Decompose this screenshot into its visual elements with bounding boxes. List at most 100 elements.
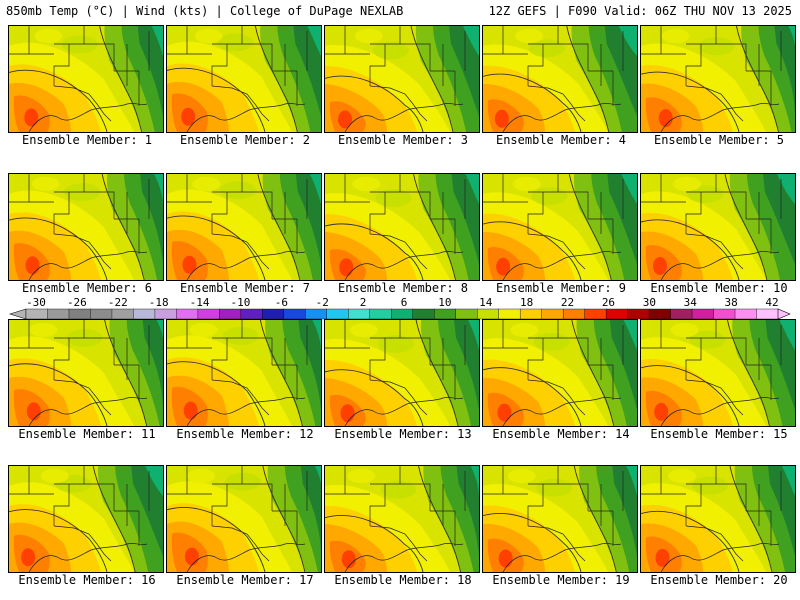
temperature-map	[8, 25, 164, 133]
ensemble-panel: Ensemble Member: 19	[482, 465, 640, 595]
colorbar-swatch	[605, 308, 629, 320]
colorbar-tick-label: 26	[601, 296, 616, 309]
colorbar-swatch	[369, 308, 392, 320]
colorbar-swatch	[670, 308, 693, 320]
ensemble-panel: Ensemble Member: 16	[8, 465, 166, 595]
ensemble-member-label: Ensemble Member: 13	[334, 427, 472, 441]
colorbar-tick-label: 34	[683, 296, 697, 309]
colorbar-tick-label: 14	[479, 296, 493, 309]
colorbar-swatch	[412, 308, 435, 320]
temperature-map	[482, 25, 638, 133]
colorbar-swatch	[434, 308, 457, 320]
colorbar-swatch	[68, 308, 91, 320]
colorbar-swatch	[691, 308, 715, 320]
colorbar-swatch	[391, 308, 414, 320]
colorbar-swatch	[154, 308, 177, 320]
colorbar-tick-label: 10	[438, 296, 452, 309]
model-valid-time: 12Z GEFS | F090 Valid: 06Z THU NOV 13 20…	[488, 4, 792, 18]
temperature-map	[166, 173, 322, 281]
colorbar-swatch	[477, 308, 500, 320]
colorbar-swatch	[519, 308, 543, 320]
ensemble-panel: Ensemble Member: 3	[324, 25, 482, 155]
ensemble-member-label: Ensemble Member: 9	[495, 281, 627, 295]
colorbar-tick-label: -18	[148, 296, 169, 309]
ensemble-panel: Ensemble Member: 4	[482, 25, 640, 155]
temperature-map	[640, 25, 796, 133]
ensemble-panel: Ensemble Member: 13	[324, 319, 482, 449]
colorbar-swatch	[133, 308, 156, 320]
colorbar-tick-label: -10	[230, 296, 251, 309]
ensemble-member-label: Ensemble Member: 15	[650, 427, 788, 441]
colorbar-tick-label: -30	[26, 296, 46, 309]
temperature-map	[482, 173, 638, 281]
colorbar-swatch	[541, 308, 564, 320]
temperature-map	[8, 319, 164, 427]
ensemble-member-label: Ensemble Member: 10	[650, 281, 788, 295]
colorbar-tick-label: -6	[274, 296, 288, 309]
ensemble-member-label: Ensemble Member: 2	[179, 133, 311, 147]
ensemble-panel: Ensemble Member: 17	[166, 465, 324, 595]
colorbar-swatch	[305, 308, 328, 320]
ensemble-panel: Ensemble Member: 20	[640, 465, 798, 595]
ensemble-panel: Ensemble Member: 9	[482, 173, 640, 303]
colorbar-swatch	[90, 308, 113, 320]
temperature-map	[640, 319, 796, 427]
colorbar-arrow-right	[777, 308, 791, 320]
colorbar-swatch	[455, 308, 478, 320]
ensemble-member-label: Ensemble Member: 6	[21, 281, 153, 295]
ensemble-member-label: Ensemble Member: 19	[492, 573, 630, 587]
colorbar-tick-label: -2	[315, 296, 329, 309]
colorbar-tick-label: -14	[189, 296, 210, 309]
ensemble-member-label: Ensemble Member: 18	[334, 573, 472, 587]
colorbar-swatch	[240, 308, 263, 320]
ensemble-panel: Ensemble Member: 8	[324, 173, 482, 303]
colorbar-swatch	[713, 308, 736, 320]
temperature-map	[324, 319, 480, 427]
colorbar-swatch	[326, 308, 349, 320]
colorbar-tick-label: -22	[107, 296, 128, 309]
colorbar-tick-label: 6	[400, 296, 408, 309]
colorbar-swatch	[648, 308, 672, 320]
ensemble-member-label: Ensemble Member: 16	[18, 573, 156, 587]
temperature-map	[482, 465, 638, 573]
colorbar-swatch	[197, 308, 220, 320]
colorbar-tick-label: -26	[66, 296, 87, 309]
ensemble-panel: Ensemble Member: 7	[166, 173, 324, 303]
ensemble-member-label: Ensemble Member: 4	[495, 133, 627, 147]
temperature-map	[482, 319, 638, 427]
colorbar-bar	[8, 308, 791, 320]
colorbar-tick-label: 30	[642, 296, 656, 309]
colorbar-swatch	[498, 308, 521, 320]
colorbar-swatch	[756, 308, 779, 320]
ensemble-panel: Ensemble Member: 14	[482, 319, 640, 449]
temperature-map	[166, 319, 322, 427]
colorbar-tick-label: 42	[765, 296, 779, 309]
ensemble-panel: Ensemble Member: 1	[8, 25, 166, 155]
ensemble-panel: Ensemble Member: 5	[640, 25, 798, 155]
ensemble-member-label: Ensemble Member: 20	[650, 573, 788, 587]
temperature-map	[166, 25, 322, 133]
ensemble-panel: Ensemble Member: 15	[640, 319, 798, 449]
colorbar-tick-label: 2	[359, 296, 367, 309]
colorbar-swatch	[348, 308, 371, 320]
ensemble-member-label: Ensemble Member: 1	[21, 133, 153, 147]
ensemble-panel: Ensemble Member: 6	[8, 173, 166, 303]
ensemble-panel: Ensemble Member: 10	[640, 173, 798, 303]
colorbar-swatch	[111, 308, 134, 320]
temperature-map	[324, 465, 480, 573]
ensemble-member-label: Ensemble Member: 17	[176, 573, 314, 587]
ensemble-member-label: Ensemble Member: 11	[18, 427, 156, 441]
colorbar-swatch	[627, 308, 650, 320]
chart-title: 850mb Temp (°C) | Wind (kts) | College o…	[6, 4, 404, 18]
ensemble-member-label: Ensemble Member: 12	[176, 427, 314, 441]
ensemble-panel: Ensemble Member: 11	[8, 319, 166, 449]
temperature-map	[8, 465, 164, 573]
colorbar-arrow-left	[8, 308, 27, 320]
colorbar-tick-label: 18	[520, 296, 534, 309]
temperature-colorbar: -30 -26 -22 -18 -14 -10 -6 -2 2 6 10 14 18 22 26 30 34 38…	[8, 296, 792, 324]
colorbar-swatch	[25, 308, 48, 320]
colorbar-tick-label: 38	[724, 296, 738, 309]
temperature-map	[324, 173, 480, 281]
colorbar-swatch	[262, 308, 285, 320]
ensemble-member-label: Ensemble Member: 5	[653, 133, 785, 147]
